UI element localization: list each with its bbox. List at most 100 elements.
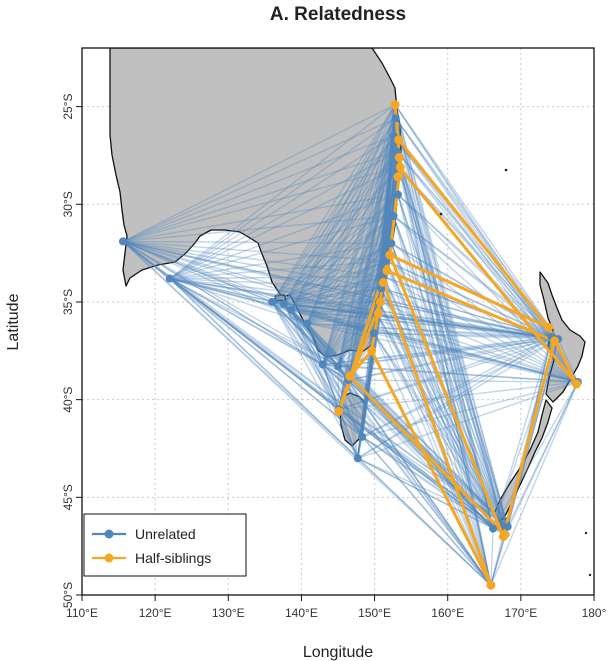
unrelated-link bbox=[361, 436, 492, 586]
unrelated-link bbox=[378, 118, 397, 303]
unrelated-link bbox=[271, 301, 363, 438]
unrelated-link bbox=[390, 243, 507, 535]
unrelated-link bbox=[378, 301, 552, 338]
unrelated-link bbox=[283, 303, 579, 383]
unrelated-link bbox=[169, 104, 396, 280]
unrelated-link bbox=[306, 104, 396, 324]
halfsib-sites bbox=[334, 100, 581, 590]
unrelated-link bbox=[347, 379, 492, 586]
unrelated-link bbox=[337, 215, 395, 367]
unrelated-link bbox=[337, 338, 559, 368]
unrelated-link bbox=[338, 408, 506, 535]
halfsib-site bbox=[393, 172, 403, 182]
unrelated-link bbox=[337, 366, 340, 410]
halfsib-site bbox=[382, 266, 392, 276]
y-tick-label: 30°S bbox=[61, 191, 75, 217]
unrelated-link bbox=[290, 309, 509, 528]
unrelated-link bbox=[122, 240, 171, 280]
unrelated-link bbox=[394, 104, 559, 340]
unrelated-link bbox=[396, 151, 492, 586]
unrelated-link bbox=[385, 260, 552, 338]
unrelated-link bbox=[337, 276, 384, 367]
unrelated-link bbox=[347, 135, 395, 381]
unrelated-link bbox=[392, 104, 396, 217]
unrelated-link bbox=[283, 303, 492, 586]
unrelated-link bbox=[378, 301, 559, 340]
unrelated-link bbox=[169, 277, 273, 303]
unrelated-link bbox=[306, 322, 507, 535]
unrelated-link bbox=[306, 151, 398, 324]
unrelated-link bbox=[338, 104, 396, 410]
unrelated-link bbox=[337, 166, 400, 367]
unrelated-link bbox=[383, 275, 579, 383]
unrelated-link bbox=[378, 301, 507, 535]
unrelated-site bbox=[391, 114, 400, 123]
unrelated-link bbox=[169, 277, 380, 303]
unrelated-link bbox=[169, 242, 392, 280]
chart-title: A. Relatedness bbox=[270, 4, 406, 25]
unrelated-link bbox=[357, 338, 559, 459]
unrelated-site bbox=[303, 319, 312, 328]
y-tick-label: 35°S bbox=[61, 289, 75, 315]
unrelated-link bbox=[392, 215, 509, 527]
unrelated-site bbox=[358, 432, 367, 441]
unrelated-link bbox=[169, 277, 552, 338]
unrelated-link bbox=[337, 118, 397, 367]
y-tick-label: 40°S bbox=[61, 387, 75, 413]
unrelated-link bbox=[322, 215, 395, 365]
unrelated-link bbox=[122, 240, 392, 245]
unrelated-link bbox=[396, 151, 509, 527]
unrelated-link bbox=[394, 104, 509, 527]
legend: Unrelated Half-siblings bbox=[83, 513, 247, 577]
unrelated-link bbox=[122, 193, 399, 243]
unrelated-link bbox=[490, 381, 579, 586]
unrelated-link bbox=[283, 194, 399, 305]
unrelated-link bbox=[398, 166, 559, 340]
y-axis: 25°S 30°S 35°S 40°S 45°S 50°S bbox=[61, 94, 82, 608]
unrelated-link bbox=[357, 118, 397, 459]
unrelated-link bbox=[169, 278, 492, 586]
unrelated-link bbox=[397, 194, 509, 527]
unrelated-link bbox=[376, 313, 507, 535]
halfsib-link bbox=[385, 269, 557, 343]
unrelated-link bbox=[306, 275, 384, 325]
unrelated-link bbox=[357, 104, 396, 459]
unrelated-link bbox=[283, 303, 308, 324]
unrelated-link bbox=[283, 135, 395, 305]
unrelated-link bbox=[382, 135, 395, 277]
unrelated-link bbox=[290, 309, 339, 367]
unrelated-link bbox=[122, 240, 363, 438]
unrelated-link bbox=[322, 364, 492, 586]
unrelated-link bbox=[361, 436, 506, 536]
y-axis-title: Latitude bbox=[5, 293, 22, 350]
unrelated-link bbox=[504, 381, 579, 535]
x-axis-title: Longitude bbox=[303, 644, 373, 661]
unrelated-link bbox=[122, 240, 292, 311]
unrelated-link bbox=[357, 457, 494, 530]
unrelated-link bbox=[321, 151, 398, 365]
unrelated-link bbox=[283, 301, 379, 305]
x-tick-label: 120°E bbox=[139, 606, 172, 620]
unrelated-link bbox=[290, 309, 324, 365]
halfsib-link bbox=[381, 280, 493, 587]
unrelated-link bbox=[337, 365, 578, 383]
unrelated-link bbox=[290, 309, 492, 586]
unrelated-link bbox=[122, 240, 375, 334]
unrelated-link bbox=[283, 275, 384, 305]
unrelated-link bbox=[271, 301, 339, 367]
unrelated-link bbox=[337, 260, 387, 367]
unrelated-link bbox=[398, 166, 509, 527]
unrelated-link bbox=[396, 151, 553, 338]
y-tick-label: 50°S bbox=[61, 582, 75, 608]
unrelated-link bbox=[507, 381, 579, 527]
unrelated-link bbox=[391, 242, 559, 340]
unrelated-link bbox=[390, 135, 395, 244]
unrelated-site bbox=[268, 297, 277, 306]
unrelated-link bbox=[169, 277, 323, 366]
unrelated-link bbox=[306, 118, 397, 324]
unrelated-link bbox=[321, 166, 400, 365]
halfsib-link bbox=[501, 339, 557, 538]
x-tick-label: 130°E bbox=[212, 606, 245, 620]
unrelated-link bbox=[338, 336, 552, 411]
unrelated-link bbox=[306, 287, 382, 325]
